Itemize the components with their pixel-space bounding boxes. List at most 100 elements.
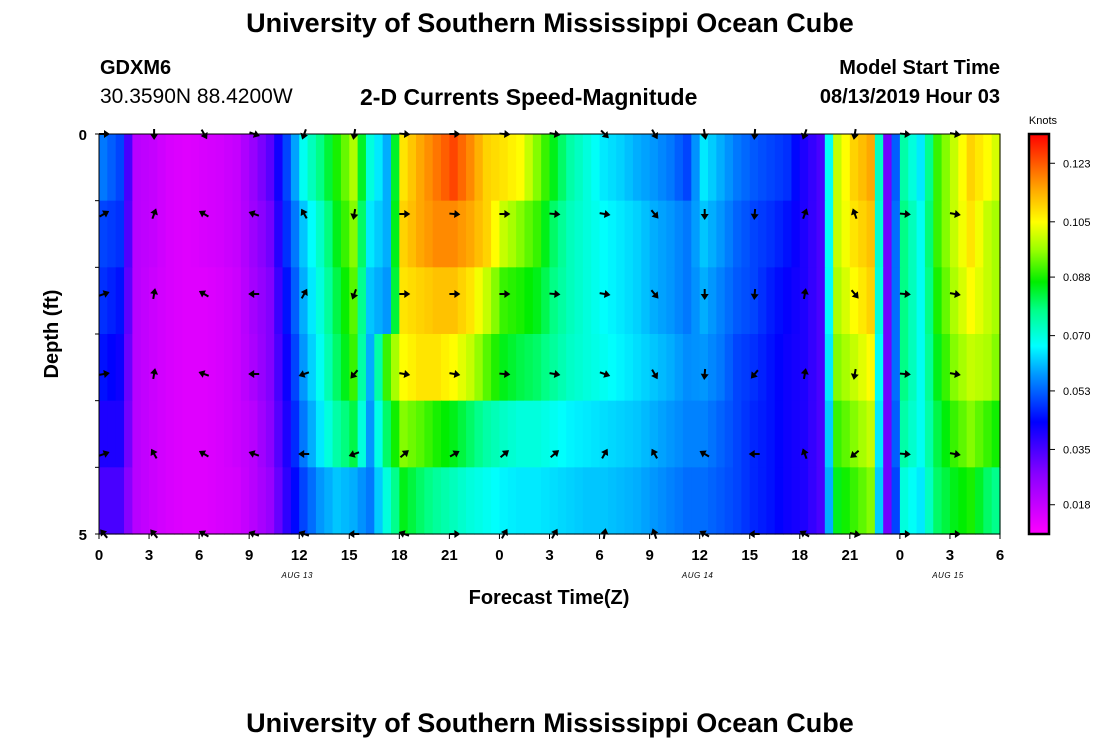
heatmap-cell (916, 467, 926, 535)
heatmap-cell (791, 334, 801, 402)
heatmap-cell (324, 200, 334, 268)
colorbar-tick-label: 0.070 (1063, 331, 1091, 343)
heatmap-cell (582, 400, 592, 468)
heatmap-cell (532, 467, 542, 535)
heatmap-cell (616, 267, 626, 335)
arrow-head (651, 372, 659, 380)
heatmap-cell (349, 467, 359, 535)
heatmap-cell (349, 134, 359, 202)
heatmap-cell (524, 134, 534, 202)
heatmap-cell (824, 400, 834, 468)
heatmap-cell (257, 267, 267, 335)
arrow-head (252, 130, 260, 138)
current-vector-arrow (851, 208, 859, 220)
arrow-head (651, 291, 659, 299)
heatmap-cell (524, 200, 534, 268)
heatmap-cell (891, 134, 901, 202)
heatmap-cell (908, 400, 918, 468)
heatmap-cell (390, 334, 400, 402)
current-vector-arrow (300, 288, 308, 299)
heatmap-cell (432, 134, 442, 202)
station-id: GDXM6 (100, 57, 172, 79)
heatmap-cell (716, 400, 726, 468)
heatmap-cell (766, 134, 776, 202)
heatmap-cell (249, 400, 259, 468)
heatmap-cell (474, 200, 484, 268)
heatmap-cell (174, 400, 184, 468)
heatmap-cell (274, 267, 284, 335)
current-vector-arrow (449, 290, 461, 298)
heatmap-cell (933, 467, 943, 535)
heatmap-cell (557, 400, 567, 468)
heatmap-cell (541, 467, 551, 535)
heatmap-cell (416, 467, 425, 535)
arrow-head (954, 370, 961, 378)
heatmap-cell (716, 334, 726, 402)
heatmap-cell (382, 400, 392, 468)
heatmap-cell (574, 400, 584, 468)
arrow-head (750, 213, 759, 220)
current-vector-arrow (449, 130, 461, 138)
heatmap-cell (424, 134, 434, 202)
arrow-head (350, 292, 359, 300)
heatmap-cell (582, 267, 592, 335)
heatmap-cell (474, 467, 484, 535)
heatmap-cell (899, 267, 909, 335)
heatmap-cell (249, 334, 259, 402)
heatmap-cell (908, 334, 918, 402)
heatmap-cell (733, 134, 742, 202)
heatmap-cell (632, 467, 642, 535)
arrow-head (350, 213, 359, 220)
heatmap-cell (958, 267, 968, 335)
x-tick-label: 9 (245, 547, 253, 564)
arrow-head (904, 530, 911, 538)
heatmap-cell (407, 467, 417, 535)
heatmap-cell (899, 400, 909, 468)
heatmap-cell (282, 200, 292, 268)
heatmap-cell (708, 267, 717, 335)
heatmap-cell (315, 134, 325, 202)
heatmap-cell (641, 200, 651, 268)
arrow-head (454, 290, 461, 298)
heatmap-cell (157, 400, 167, 468)
arrow-head (102, 450, 110, 458)
heatmap-cell (390, 134, 400, 202)
heatmap-cell (849, 334, 859, 402)
heatmap-cell (724, 467, 734, 535)
arrow-head (954, 530, 961, 538)
heatmap-cell (399, 467, 409, 535)
heatmap-cell (457, 334, 467, 402)
heatmap-cell (724, 267, 734, 335)
heatmap-cell (416, 267, 425, 335)
heatmap-cell (574, 334, 584, 402)
heatmap-cell (933, 134, 943, 202)
current-vector-arrow (348, 530, 360, 538)
date-label: AUG 14 (681, 571, 714, 580)
current-vector-arrow (801, 448, 809, 460)
heatmap-cell (607, 134, 617, 202)
heatmap-cell (632, 267, 642, 335)
heatmap-cell (874, 334, 884, 402)
heatmap-cell (766, 334, 776, 402)
heatmap-cell (332, 200, 342, 268)
heatmap-cell (582, 334, 592, 402)
heatmap-cell (332, 134, 342, 202)
arrow-head (452, 450, 460, 458)
heatmap-cell (674, 200, 684, 268)
heatmap-cell (382, 334, 392, 402)
heatmap-cell (324, 467, 334, 535)
current-vector-arrow (700, 128, 709, 140)
heatmap-cell (549, 134, 559, 202)
heatmap-cell (132, 400, 142, 468)
heatmap-cell (682, 400, 692, 468)
heatmap-cell (174, 467, 184, 535)
arrow-head (200, 132, 208, 140)
heatmap-cell (941, 400, 951, 468)
heatmap-cell (290, 334, 300, 402)
arrow-head (103, 370, 110, 378)
heatmap-cell (249, 267, 259, 335)
current-vector-arrow (249, 130, 260, 138)
heatmap-cell (190, 267, 200, 335)
colorbar-tick-label: 0.053 (1063, 386, 1091, 398)
heatmap-cell (724, 134, 734, 202)
